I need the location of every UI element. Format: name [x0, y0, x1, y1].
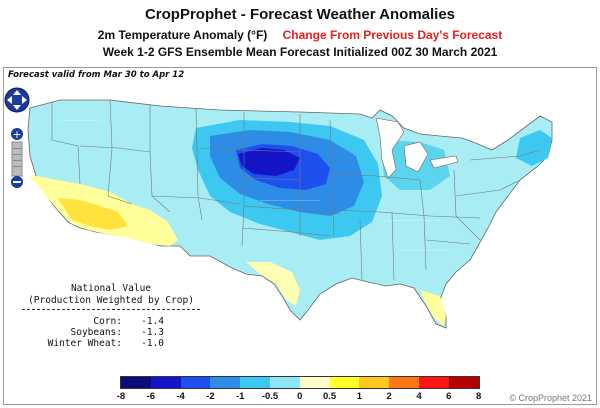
map-nav-controls[interactable]: + — [4, 86, 34, 206]
corn-label: Corn: — [93, 316, 122, 327]
legend-swatch — [150, 377, 181, 388]
subtitle-row: 2m Temperature Anomaly (°F) Change From … — [0, 28, 600, 42]
legend-tick-label: 8 — [475, 391, 482, 402]
forecast-valid-label: Forecast valid from Mar 30 to Apr 12 — [8, 70, 185, 80]
national-divider — [22, 309, 200, 310]
legend-bar — [120, 376, 480, 389]
zoom-out-icon — [13, 181, 21, 183]
great-lakes — [375, 117, 459, 179]
corn-value: -1.4 — [141, 316, 164, 327]
legend-tick-label: -1 — [235, 391, 245, 402]
legend-swatch — [240, 377, 270, 388]
legend-tick-label: 2 — [386, 391, 392, 402]
florida-warm — [420, 290, 446, 326]
state-borders — [51, 99, 541, 281]
page-title: CropProphet - Forecast Weather Anomalies — [144, 6, 456, 23]
legend-tick-label: -8 — [116, 391, 126, 402]
pan-up-icon — [13, 90, 21, 95]
color-legend: -8 -6 -4 -2 -1 -0.5 0 0.5 1 2 4 6 8 — [116, 376, 482, 403]
soybeans-value: -1.3 — [141, 327, 164, 338]
legend-swatch — [121, 377, 151, 388]
northeast-cool — [516, 130, 552, 166]
pan-control[interactable] — [4, 87, 30, 113]
zoom-in-icon: + — [12, 128, 21, 141]
legend-swatch — [448, 377, 479, 388]
zoom-in-button[interactable]: + — [11, 128, 23, 141]
legend-tick-label: 0.5 — [322, 391, 337, 402]
legend-tick-label: 6 — [446, 391, 452, 402]
legend-tick-label: -6 — [146, 391, 156, 402]
legend-tick-label: -4 — [176, 391, 185, 402]
legend-tick-label: -2 — [206, 391, 215, 402]
national-value-panel: National Value (Production Weighted by C… — [22, 283, 200, 349]
legend-ticks: -8 -6 -4 -2 -1 -0.5 0 0.5 1 2 4 6 8 — [116, 389, 482, 403]
legend-swatch — [329, 377, 360, 388]
national-row-winter-wheat: Winter Wheat: -1.0 — [22, 338, 200, 349]
legend-swatch — [180, 377, 211, 388]
forecast-subtitle: Week 1-2 GFS Ensemble Mean Forecast Init… — [102, 45, 498, 59]
legend-tick-label: 4 — [416, 391, 422, 402]
national-value-title: National Value — [70, 283, 152, 294]
national-row-soybeans: Soybeans: -1.3 — [22, 327, 200, 338]
soybeans-label: Soybeans: — [70, 327, 122, 338]
change-subtitle: Change From Previous Day's Forecast — [282, 28, 503, 42]
pan-right-icon — [22, 96, 27, 104]
national-value-subtitle: (Production Weighted by Crop) — [28, 295, 194, 306]
zoom-slider-track[interactable] — [11, 141, 23, 177]
winter-wheat-value: -1.0 — [141, 338, 164, 349]
legend-tick-label: 0 — [297, 391, 303, 402]
county-texture — [60, 120, 450, 251]
zoom-out-button[interactable] — [11, 176, 23, 188]
plains-core-cool — [238, 148, 300, 176]
s-texas-warm — [246, 262, 300, 306]
anomaly-subtitle: 2m Temperature Anomaly (°F) — [97, 28, 268, 42]
legend-tick-label: 1 — [356, 391, 363, 402]
legend-swatch — [359, 377, 390, 388]
legend-tick-label: -0.5 — [261, 391, 279, 402]
sw-warm-core — [58, 198, 128, 230]
copyright: © CropProphet 2021 — [509, 393, 592, 403]
pan-down-icon — [13, 105, 21, 110]
legend-swatch — [418, 377, 449, 388]
pan-left-icon — [7, 96, 12, 104]
national-row-corn: Corn: -1.4 — [22, 316, 200, 327]
legend-swatch — [299, 377, 330, 388]
legend-swatch — [389, 377, 419, 388]
winter-wheat-label: Winter Wheat: — [47, 338, 122, 349]
legend-swatch — [269, 377, 300, 388]
legend-swatch — [210, 377, 241, 388]
